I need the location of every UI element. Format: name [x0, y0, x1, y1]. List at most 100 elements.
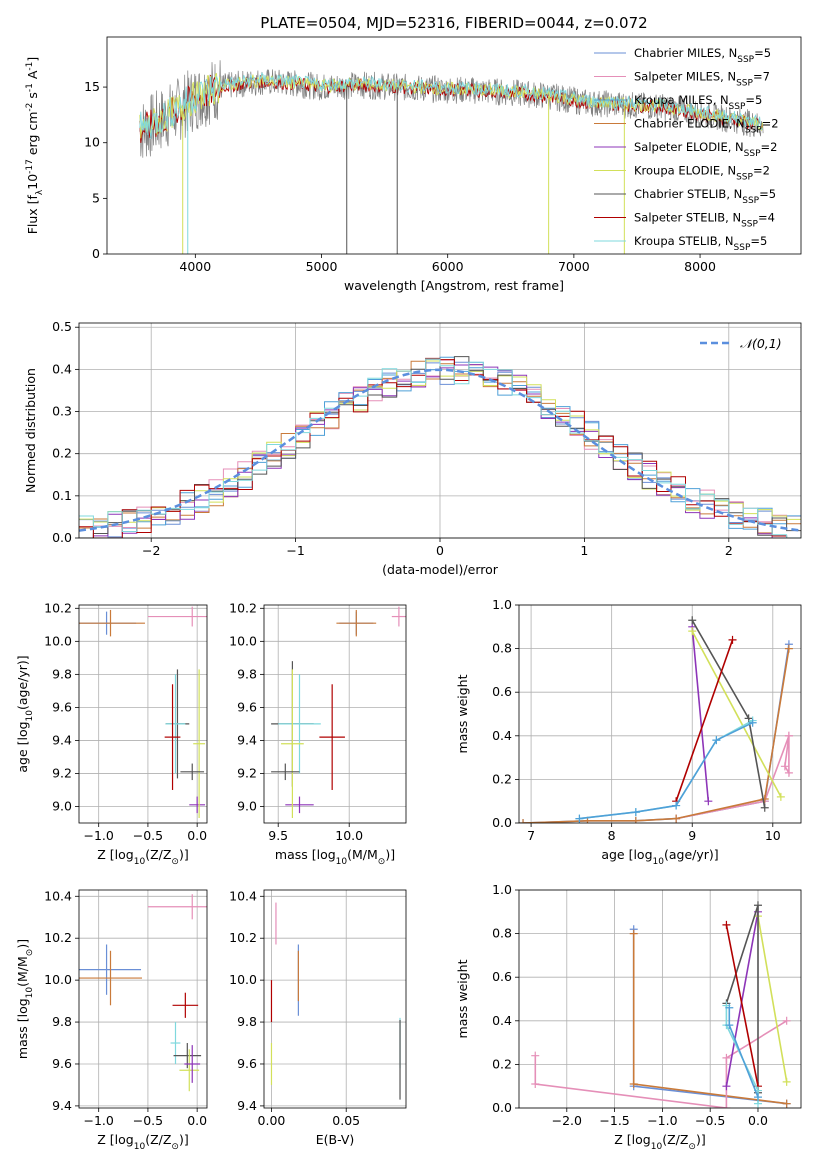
axes-residuals: −2 −1 0 1 2 0.0 0.1 0.2 0.3 0.4 0.5 (data-model)/er… — [23, 319, 802, 577]
weight-marker — [631, 808, 640, 817]
y-tick-label: 9.0 — [237, 798, 257, 813]
x-tick-label: −2.0 — [552, 1113, 582, 1128]
x-tick-label: 0.05 — [332, 1113, 360, 1128]
weight-line — [579, 721, 754, 820]
x-tick-label: 8 — [608, 828, 616, 843]
weight-marker — [748, 718, 757, 727]
legend-entry: Chabrier MILES, NSSP=5 — [634, 46, 771, 65]
x-axis-label: Z [log10(Z/Z⊙)] — [97, 847, 188, 867]
weight-line — [675, 735, 790, 820]
weight-line — [522, 644, 790, 823]
axes-mass-vs-Z: −1.0 −0.5 0.0 9.4 9.6 9.8 10.0 10.2 10.4 Z [log10… — [15, 888, 208, 1152]
y-tick-label: 9.8 — [237, 666, 257, 681]
y-tick-label: 10.2 — [44, 930, 72, 945]
y-tick-label: 0.1 — [52, 488, 72, 503]
axes-weight-vs-age: 7 8 9 10 0.0 0.2 0.4 0.6 0.8 1.0 age [log10(age/yr… — [455, 597, 802, 867]
normal-curve — [79, 368, 801, 532]
y-tick-label: 10.0 — [229, 972, 257, 987]
x-tick-label: 9.5 — [268, 828, 288, 843]
axes-frame — [518, 604, 802, 824]
x-tick-label: 5000 — [306, 259, 338, 274]
y-tick-label: 1.0 — [492, 882, 512, 897]
x-tick-label: −1.5 — [599, 1113, 629, 1128]
y-tick-label: 0.0 — [492, 815, 512, 830]
weight-marker — [575, 814, 584, 823]
weight-marker — [722, 1053, 731, 1062]
y-tick-label: 15 — [84, 79, 100, 94]
plot-area — [79, 606, 207, 819]
weight-marker — [776, 792, 785, 801]
y-axis-label: age [log10(age/yr)] — [15, 655, 35, 772]
x-axis-label: mass [log10(M/M⊙)] — [275, 847, 395, 867]
weight-marker — [782, 1016, 791, 1025]
weight-marker — [782, 1099, 791, 1108]
y-tick-label: 9.6 — [52, 699, 72, 714]
weight-marker — [784, 644, 793, 653]
y-tick-label: 0.0 — [492, 1100, 512, 1115]
y-tick-label: 10.4 — [229, 888, 257, 903]
axes-weight-vs-Z: −2.0 −1.5 −1.0 −0.5 0.0 0.0 0.2 0.4 0.6 0.8 1.0 Z [… — [455, 882, 802, 1152]
x-tick-label: −1.0 — [84, 1113, 114, 1128]
y-tick-label: 10.0 — [44, 633, 72, 648]
plot-area — [139, 60, 764, 254]
weight-marker — [631, 816, 640, 823]
y-tick-label: 0.6 — [492, 684, 512, 699]
y-tick-label: 9.2 — [237, 765, 257, 780]
y-tick-label: 9.0 — [52, 798, 72, 813]
y-tick-label: 0.2 — [52, 446, 72, 461]
legend-entry: Chabrier ELODIE, NSSP=2 — [634, 117, 779, 136]
legend-entry: Salpeter MILES, NSSP=7 — [634, 70, 770, 89]
y-tick-label: 9.8 — [52, 1014, 72, 1029]
legend-entry: Kroupa STELIB, NSSP=5 — [634, 234, 767, 253]
x-axis-label: E(B-V) — [316, 1132, 355, 1147]
y-axis-label: mass weight — [455, 959, 470, 1038]
y-tick-label: 9.4 — [237, 1098, 257, 1113]
y-tick-label: 5 — [92, 190, 100, 205]
y-tick-label: 0.5 — [52, 319, 72, 334]
weight-line — [691, 626, 710, 802]
y-axis-label: Flux [fλ10-17 erg cm-2 s-1 A-1] — [25, 57, 45, 235]
y-tick-label: 10.2 — [229, 600, 257, 615]
weight-line — [725, 911, 759, 1087]
x-tick-label: 0.0 — [187, 828, 207, 843]
x-axis-label: (data-model)/error — [382, 562, 499, 577]
y-tick-label: 0.8 — [492, 926, 512, 941]
y-tick-label: 9.4 — [52, 732, 72, 747]
weight-marker — [688, 627, 697, 636]
x-tick-label: −2 — [142, 543, 160, 558]
residual-histogram — [79, 358, 801, 538]
y-tick-label: 10 — [84, 135, 100, 150]
y-tick-label: 0.2 — [492, 771, 512, 786]
axes-frame — [518, 889, 802, 1109]
axes-age-vs-mass: 9.5 10.0 9.0 9.2 9.4 9.6 9.8 10.0 10.2 mass [log1… — [229, 600, 407, 867]
y-tick-label: 9.2 — [52, 765, 72, 780]
y-tick-label: 10.2 — [44, 600, 72, 615]
x-tick-label: 0.00 — [258, 1113, 286, 1128]
axes-frame — [78, 322, 802, 539]
axes-mass-vs-EBV: 0.00 0.05 9.4 9.6 9.8 10.0 10.2 10.4 E(B-V) — [229, 888, 407, 1147]
axes-frame — [263, 889, 407, 1109]
x-tick-label: −0.5 — [133, 1113, 163, 1128]
weight-line — [691, 630, 782, 798]
plot-area — [79, 356, 801, 538]
y-tick-label: 0.0 — [52, 530, 72, 545]
y-axis-label: mass weight — [455, 674, 470, 753]
y-tick-label: 9.6 — [237, 1056, 257, 1071]
weight-marker — [753, 901, 762, 910]
weight-marker — [725, 1003, 734, 1012]
y-tick-label: 0.8 — [492, 641, 512, 656]
x-tick-label: 7000 — [558, 259, 590, 274]
weight-marker — [531, 1051, 540, 1060]
x-axis-label: Z [log10(Z/Z⊙)] — [614, 1132, 705, 1152]
legend-entry: Salpeter ELODIE, NSSP=2 — [634, 140, 777, 159]
x-tick-label: 10.0 — [335, 828, 363, 843]
y-axis-label: mass [log10(M/M⊙)] — [15, 939, 35, 1059]
weight-line — [534, 1020, 788, 1108]
plot-area — [79, 894, 207, 1092]
y-tick-label: 9.6 — [237, 699, 257, 714]
chart-title: PLATE=0504, MJD=52316, FIBERID=0044, z=0… — [260, 14, 647, 32]
weight-marker — [629, 1080, 638, 1089]
y-tick-label: 0.6 — [492, 969, 512, 984]
weight-marker — [672, 801, 681, 810]
